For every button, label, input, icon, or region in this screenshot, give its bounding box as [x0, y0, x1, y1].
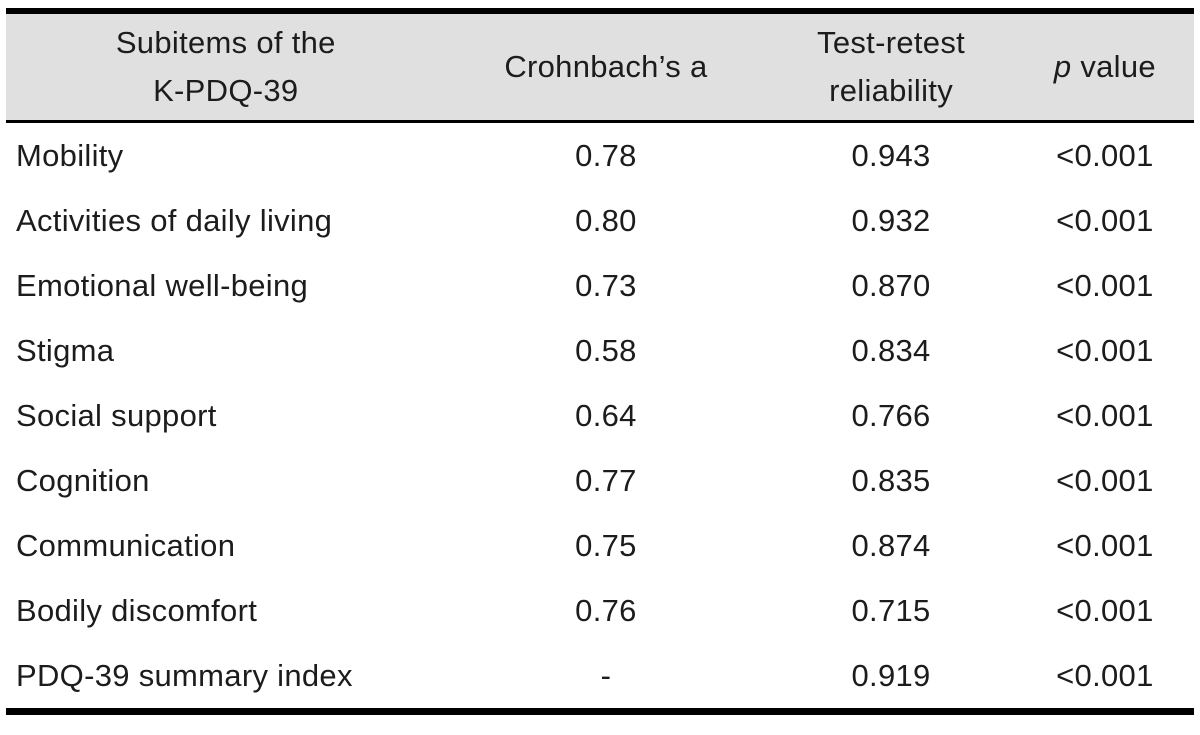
header-p-value: p value — [1016, 11, 1194, 122]
cell-p-value: <0.001 — [1056, 527, 1154, 563]
table-row: Bodily discomfort 0.76 0.715 <0.001 — [6, 578, 1194, 643]
cell-p-value: <0.001 — [1056, 592, 1154, 628]
row-label: Stigma — [16, 332, 115, 368]
row-label: Bodily discomfort — [16, 592, 258, 628]
cell-p-value: <0.001 — [1056, 332, 1154, 368]
cell-test-retest: 0.870 — [851, 267, 931, 303]
cell-cronbach: 0.80 — [575, 202, 637, 238]
cell-cronbach: 0.77 — [575, 462, 637, 498]
cell-p-value: <0.001 — [1056, 137, 1154, 173]
cell-cronbach: - — [600, 657, 612, 693]
cell-test-retest: 0.834 — [851, 332, 931, 368]
header-test-retest-line1: Test-retest — [817, 24, 966, 60]
table-row: Emotional well-being 0.73 0.870 <0.001 — [6, 253, 1194, 318]
row-label: Mobility — [16, 137, 124, 173]
header-cronbach-label: Crohnbach’s a — [504, 48, 708, 84]
row-label: PDQ-39 summary index — [16, 657, 353, 693]
cell-p-value: <0.001 — [1056, 397, 1154, 433]
cell-cronbach: 0.73 — [575, 267, 637, 303]
cell-test-retest: 0.943 — [851, 137, 931, 173]
cell-cronbach: 0.64 — [575, 397, 637, 433]
header-subitems: Subitems of the K-PDQ-39 — [6, 11, 446, 122]
header-cronbach: Crohnbach’s a — [446, 11, 767, 122]
table-row: Mobility 0.78 0.943 <0.001 — [6, 122, 1194, 189]
header-p-rest: value — [1080, 48, 1156, 84]
header-row: Subitems of the K-PDQ-39 Crohnbach’s a T… — [6, 11, 1194, 122]
row-label: Social support — [16, 397, 217, 433]
cell-test-retest: 0.919 — [851, 657, 931, 693]
header-subitems-line1: Subitems of the — [115, 24, 336, 60]
table-row: Communication 0.75 0.874 <0.001 — [6, 513, 1194, 578]
reliability-table: Subitems of the K-PDQ-39 Crohnbach’s a T… — [6, 8, 1194, 715]
cell-p-value: <0.001 — [1056, 202, 1154, 238]
table-row: Stigma 0.58 0.834 <0.001 — [6, 318, 1194, 383]
cell-test-retest: 0.932 — [851, 202, 931, 238]
cell-p-value: <0.001 — [1056, 267, 1154, 303]
header-test-retest: Test-retest reliability — [766, 11, 1015, 122]
cell-p-value: <0.001 — [1056, 657, 1154, 693]
cell-cronbach: 0.76 — [575, 592, 637, 628]
header-p-italic: p — [1053, 48, 1072, 84]
cell-cronbach: 0.58 — [575, 332, 637, 368]
row-label: Cognition — [16, 462, 150, 498]
cell-test-retest: 0.835 — [851, 462, 931, 498]
cell-cronbach: 0.75 — [575, 527, 637, 563]
table-container: Subitems of the K-PDQ-39 Crohnbach’s a T… — [6, 8, 1194, 715]
cell-test-retest: 0.874 — [851, 527, 931, 563]
header-subitems-line2: K-PDQ-39 — [153, 73, 299, 108]
table-header: Subitems of the K-PDQ-39 Crohnbach’s a T… — [6, 11, 1194, 122]
table-row: PDQ-39 summary index - 0.919 <0.001 — [6, 643, 1194, 712]
row-label: Communication — [16, 527, 236, 563]
cell-cronbach: 0.78 — [575, 137, 637, 173]
cell-test-retest: 0.715 — [851, 592, 931, 628]
table-row: Cognition 0.77 0.835 <0.001 — [6, 448, 1194, 513]
paper-table-figure: Subitems of the K-PDQ-39 Crohnbach’s a T… — [0, 8, 1200, 735]
cell-test-retest: 0.766 — [851, 397, 931, 433]
row-label: Activities of daily living — [16, 202, 333, 238]
row-label: Emotional well-being — [16, 267, 309, 303]
table-body: Mobility 0.78 0.943 <0.001 Activities of… — [6, 122, 1194, 712]
header-test-retest-line2: reliability — [829, 73, 953, 108]
table-row: Activities of daily living 0.80 0.932 <0… — [6, 188, 1194, 253]
table-row: Social support 0.64 0.766 <0.001 — [6, 383, 1194, 448]
cell-p-value: <0.001 — [1056, 462, 1154, 498]
